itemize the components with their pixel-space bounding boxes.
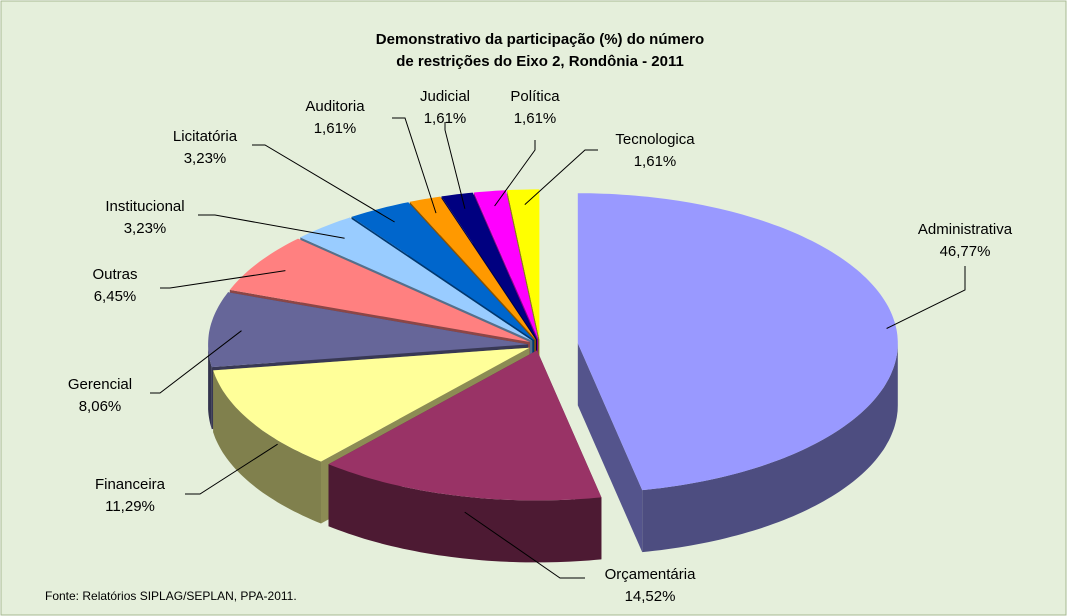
- value-label: 1,61%: [424, 110, 467, 127]
- category-label: Tecnologica: [615, 131, 695, 148]
- category-label: Financeira: [95, 476, 166, 493]
- slice: [300, 217, 533, 341]
- slice-side: [328, 464, 602, 563]
- category-label: Institucional: [105, 198, 184, 215]
- category-label: Auditoria: [305, 98, 365, 115]
- value-label: 1,61%: [314, 120, 357, 137]
- slice: [213, 347, 530, 462]
- chart-title: Demonstrativo da participação (%) do núm…: [376, 31, 704, 48]
- slice: [328, 350, 602, 501]
- leader-line: [392, 117, 437, 214]
- source-note: Fonte: Relatórios SIPLAG/SEPLAN, PPA-201…: [45, 589, 297, 603]
- chart-title: de restrições do Eixo 2, Rondônia - 2011: [396, 53, 684, 70]
- leader-line: [150, 330, 242, 394]
- slice: [229, 238, 530, 342]
- value-label: 46,77%: [940, 243, 991, 260]
- leader-line: [494, 140, 536, 207]
- value-label: 8,06%: [79, 398, 122, 415]
- leader-line: [198, 214, 345, 239]
- leader-line: [524, 149, 598, 205]
- slice: [208, 292, 529, 368]
- slice: [441, 192, 537, 340]
- slice: [409, 196, 536, 340]
- value-label: 14,52%: [625, 588, 676, 605]
- slice: [351, 202, 535, 341]
- value-label: 1,61%: [514, 110, 557, 127]
- slice-side: [208, 344, 212, 430]
- leader-line: [252, 144, 395, 223]
- category-label: Orçamentária: [605, 566, 697, 583]
- slice: [473, 190, 539, 340]
- category-label: Licitatória: [173, 128, 238, 145]
- slice-side: [213, 370, 321, 524]
- leader-line: [160, 270, 286, 289]
- category-label: Gerencial: [68, 376, 132, 393]
- leader-line: [886, 266, 966, 329]
- category-label: Outras: [92, 266, 137, 283]
- value-label: 11,29%: [105, 498, 155, 515]
- slice: [577, 193, 898, 491]
- slice: [507, 189, 540, 340]
- value-label: 6,45%: [94, 288, 137, 305]
- slice-side: [577, 343, 643, 553]
- leader-line: [464, 511, 585, 579]
- value-label: 3,23%: [124, 220, 167, 237]
- category-label: Administrativa: [918, 221, 1013, 238]
- value-label: 1,61%: [634, 153, 677, 170]
- value-label: 3,23%: [184, 150, 227, 167]
- leader-line: [185, 443, 278, 495]
- category-label: Judicial: [420, 88, 470, 105]
- leader-line: [444, 122, 466, 209]
- category-label: Política: [510, 88, 560, 105]
- slice-side: [642, 343, 898, 553]
